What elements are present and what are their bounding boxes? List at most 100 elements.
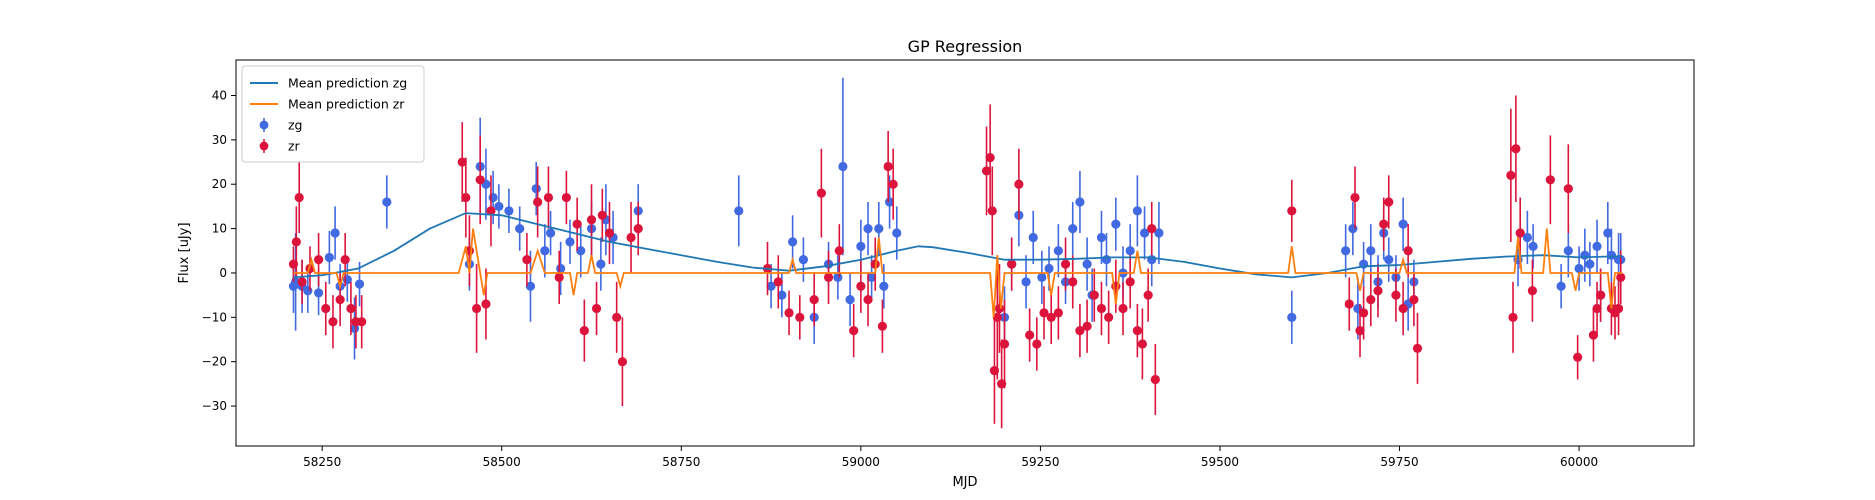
- point-zr-80: [1287, 206, 1297, 216]
- x-tick-label-58250: 58250: [303, 455, 341, 469]
- point-zg-34: [788, 237, 798, 247]
- point-zg-4: [313, 288, 324, 298]
- point-zr-90: [1398, 303, 1408, 314]
- point-zg-35: [798, 255, 808, 265]
- point-zr-1: [291, 237, 301, 247]
- point-zr-88: [1384, 197, 1394, 207]
- point-zr-94: [1506, 170, 1516, 180]
- point-zr-102: [1588, 330, 1599, 340]
- point-zr-108: [1616, 272, 1626, 283]
- point-zr-84: [1359, 308, 1369, 318]
- legend-swatch-marker: [259, 120, 269, 130]
- point-zg-72: [1348, 223, 1358, 234]
- point-zg-80: [1398, 219, 1408, 229]
- x-tick-label-58500: 58500: [483, 455, 521, 469]
- point-zg-27: [596, 259, 606, 269]
- point-zg-78: [1384, 255, 1394, 265]
- point-zg-75: [1366, 246, 1376, 256]
- y-tick-label--20: −20: [202, 355, 227, 369]
- point-zg-87: [1563, 246, 1573, 256]
- x-tick-label-59250: 59250: [1021, 455, 1059, 469]
- point-zr-65: [1060, 259, 1071, 269]
- point-zr-47: [877, 321, 888, 331]
- y-tick-label-20: 20: [212, 177, 227, 191]
- point-zr-9: [340, 255, 350, 265]
- point-zr-93: [1412, 343, 1423, 353]
- point-zg-42: [863, 223, 873, 234]
- point-zg-45: [879, 281, 889, 291]
- point-zg-57: [1068, 223, 1078, 234]
- legend-entry-zr: zr: [259, 139, 301, 154]
- point-zg-47: [892, 228, 902, 238]
- point-zr-14: [461, 192, 471, 203]
- legend: Mean prediction zg Mean prediction zr zg zr: [241, 65, 425, 163]
- point-zr-103: [1592, 303, 1602, 314]
- point-zg-53: [1037, 272, 1047, 283]
- point-zg-6: [330, 228, 340, 238]
- point-zg-61: [1096, 232, 1107, 243]
- point-zg-94: [1606, 250, 1617, 260]
- point-zr-32: [617, 357, 628, 367]
- point-zr-86: [1373, 286, 1383, 296]
- point-zr-16: [472, 303, 482, 314]
- line-mean-prediction-zg: [293, 212, 1623, 279]
- point-zr-107: [1613, 303, 1624, 314]
- point-zg-44: [874, 223, 884, 234]
- point-zr-58: [1007, 259, 1017, 269]
- point-zr-41: [823, 272, 834, 283]
- y-tick-label--30: −30: [202, 399, 227, 413]
- legend-label: Mean prediction zr: [288, 97, 405, 112]
- point-zr-77: [1143, 290, 1153, 300]
- point-zg-62: [1101, 255, 1112, 265]
- point-zr-44: [856, 281, 866, 291]
- point-zr-64: [1053, 308, 1063, 318]
- point-zg-22: [545, 228, 556, 238]
- point-zg-15: [488, 192, 498, 203]
- point-zr-17: [475, 175, 485, 185]
- point-zg-19: [525, 281, 536, 291]
- legend-swatch-marker: [259, 141, 269, 151]
- point-zr-59: [1014, 179, 1024, 189]
- point-zr-66: [1068, 277, 1078, 287]
- point-zr-33: [626, 232, 636, 243]
- point-zr-67: [1075, 326, 1085, 336]
- point-zg-16: [494, 201, 504, 212]
- point-zr-29: [597, 210, 607, 220]
- point-zr-50: [981, 166, 992, 176]
- point-zr-36: [773, 277, 783, 287]
- point-zg-39: [838, 161, 848, 172]
- point-zg-51: [1021, 277, 1031, 287]
- point-zr-81: [1344, 299, 1354, 309]
- point-zr-12: [357, 317, 367, 327]
- point-zr-19: [486, 206, 496, 216]
- point-zg-63: [1111, 219, 1121, 229]
- y-tick-label-40: 40: [212, 88, 227, 102]
- x-tick-label-58750: 58750: [662, 455, 700, 469]
- point-zg-85: [1528, 241, 1538, 251]
- point-zg-91: [1592, 241, 1602, 251]
- point-zr-98: [1527, 286, 1537, 296]
- legend-label: Mean prediction zg: [288, 76, 407, 91]
- point-zr-2: [294, 192, 304, 203]
- point-zg-55: [1053, 246, 1063, 256]
- point-zr-74: [1125, 277, 1135, 287]
- point-zr-92: [1409, 294, 1419, 305]
- legend-entry-zg: zg: [259, 118, 303, 133]
- line-mean-prediction-zr: [293, 228, 1623, 318]
- y-tick-label-0: 0: [219, 266, 227, 280]
- point-zg-31: [734, 206, 744, 216]
- point-zr-96: [1511, 144, 1521, 154]
- point-zr-91: [1403, 246, 1413, 256]
- point-zg-32: [766, 281, 776, 291]
- point-zr-21: [533, 197, 543, 207]
- point-zr-27: [586, 215, 597, 225]
- point-zr-71: [1104, 312, 1114, 322]
- y-tick-label-10: 10: [212, 222, 227, 236]
- point-zg-67: [1139, 228, 1150, 238]
- point-zg-71: [1341, 246, 1351, 256]
- point-zg-90: [1585, 259, 1595, 269]
- point-zr-70: [1096, 303, 1107, 314]
- point-zg-24: [565, 237, 575, 247]
- point-zr-60: [1025, 330, 1035, 340]
- point-zr-48: [883, 161, 893, 172]
